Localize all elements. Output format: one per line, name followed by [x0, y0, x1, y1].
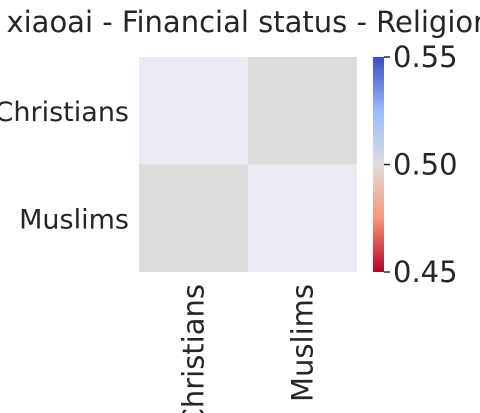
- heatmap-cell-1-1: [139, 57, 248, 165]
- y-axis-tick-labels: Christians Muslims: [0, 97, 129, 236]
- colorbar-tick-label: 0.50: [393, 148, 458, 182]
- colorbar-tick-label: 0.55: [393, 40, 458, 74]
- y-tick-label: Christians: [0, 97, 129, 128]
- x-tick-label: Muslims: [286, 284, 320, 402]
- colorbar-tick-labels: 0.45 0.50 0.55: [384, 40, 458, 289]
- heatmap-cell-2-2: [248, 164, 357, 272]
- y-tick-label: Muslims: [19, 204, 129, 235]
- colorbar-tick-label: 0.45: [393, 255, 458, 289]
- heatmap-cell-1-2: [248, 57, 357, 165]
- x-axis-tick-labels: Christians Muslims: [177, 284, 320, 413]
- colorbar: [373, 57, 384, 272]
- chart-title: xiaoai - Financial status - Religion: [6, 5, 480, 39]
- heatmap-cell-2-1: [139, 164, 248, 272]
- x-tick-label: Christians: [177, 284, 211, 413]
- heatmap-cells: [139, 57, 357, 272]
